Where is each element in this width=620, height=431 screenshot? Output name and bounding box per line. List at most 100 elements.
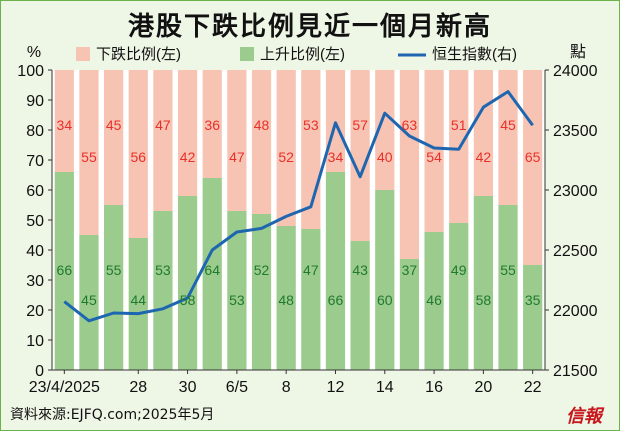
x-tick-label: 16: [425, 379, 443, 396]
bar-down-value-label: 34: [57, 117, 73, 133]
right-tick-label: 23000: [553, 183, 598, 200]
left-tick-label: 10: [26, 333, 44, 350]
bar-down-value-label: 42: [476, 149, 492, 165]
right-tick-label: 22000: [553, 303, 598, 320]
bar-down-value-label: 52: [278, 149, 294, 165]
bar-down: [251, 70, 272, 214]
bar-down-value-label: 54: [426, 149, 442, 165]
left-tick-label: 70: [26, 153, 44, 170]
legend-down-label: 下跌比例(左): [96, 46, 181, 63]
bar-down-value-label: 42: [180, 149, 196, 165]
bar-up-value-label: 60: [377, 292, 393, 308]
left-axis-unit: %: [27, 44, 41, 61]
bar-down: [399, 70, 420, 259]
bar-down: [473, 70, 493, 196]
bar-up: [523, 265, 543, 370]
plot-background: [52, 70, 545, 370]
x-tick-label: 12: [327, 379, 345, 396]
bar-up-value-label: 58: [180, 292, 196, 308]
legend-up-swatch: [240, 47, 254, 61]
right-tick-label: 23500: [553, 123, 598, 140]
bar-down: [153, 70, 173, 211]
chart-title: 港股下跌比例見近一個月新高: [127, 12, 492, 42]
bar-down: [227, 70, 247, 211]
bar-up-value-label: 53: [229, 292, 245, 308]
bar-up-value-label: 55: [106, 262, 122, 278]
legend-up-label: 上升比例(左): [260, 46, 345, 63]
bar-up: [153, 211, 173, 370]
left-tick-label: 30: [26, 273, 44, 290]
right-axis-unit: 點: [570, 43, 586, 61]
bar-up: [449, 223, 469, 370]
bar-down-value-label: 45: [500, 117, 516, 133]
bar-up: [128, 238, 148, 370]
x-tick-label: 22: [524, 379, 542, 396]
left-tick-label: 60: [26, 183, 44, 200]
bar-down-value-label: 65: [525, 149, 541, 165]
bar-up-value-label: 66: [328, 292, 344, 308]
bar-up: [79, 235, 99, 370]
right-tick-label: 24000: [553, 63, 598, 80]
publisher-logo: 信報: [566, 406, 602, 427]
bar-up: [350, 241, 370, 370]
bar-down: [424, 70, 444, 232]
bar-up-value-label: 55: [500, 262, 516, 278]
bar-down: [79, 70, 99, 235]
bar-down-value-label: 47: [155, 117, 171, 133]
bar-down-value-label: 55: [81, 149, 97, 165]
bar-down: [54, 70, 74, 172]
left-tick-label: 80: [26, 123, 44, 140]
bar-up-value-label: 58: [476, 292, 492, 308]
bar-down-value-label: 36: [204, 117, 220, 133]
bar-up: [202, 178, 222, 370]
bar-up: [325, 172, 346, 370]
x-tick-label: 20: [474, 379, 492, 396]
bar-up-value-label: 35: [525, 292, 541, 308]
bar-up-value-label: 49: [451, 262, 467, 278]
bar-up: [473, 196, 493, 370]
source-note: 資料來源:EJFQ.com;2025年5月: [10, 407, 215, 423]
bar-down-value-label: 57: [352, 117, 368, 133]
bar-down: [128, 70, 148, 238]
bar-up-value-label: 37: [402, 262, 418, 278]
x-tick-label: 14: [376, 379, 394, 396]
bar-down: [498, 70, 518, 205]
bar-down: [177, 70, 198, 196]
x-tick-label: 28: [129, 379, 147, 396]
bar-down-value-label: 51: [451, 117, 467, 133]
bar-down: [104, 70, 124, 205]
left-tick-label: 100: [17, 63, 44, 80]
bar-up-value-label: 52: [254, 262, 270, 278]
left-tick-label: 20: [26, 303, 44, 320]
right-tick-label: 22500: [553, 243, 598, 260]
x-tick-label: 30: [179, 379, 197, 396]
bar-down: [276, 70, 296, 226]
legend-down-swatch: [76, 47, 90, 61]
x-tick-label: 6/5: [226, 379, 248, 396]
bar-up-value-label: 64: [204, 262, 220, 278]
bar-up-value-label: 53: [155, 262, 171, 278]
bar-up-value-label: 48: [278, 292, 294, 308]
bar-up: [54, 172, 74, 370]
bar-up: [424, 232, 444, 370]
legend-index-label: 恒生指數(右): [432, 46, 517, 63]
bar-up-value-label: 43: [352, 262, 368, 278]
bar-up: [104, 205, 124, 370]
bar-down-value-label: 63: [402, 117, 418, 133]
bar-down: [375, 70, 395, 190]
x-tick-label: 23/4/2025: [29, 379, 100, 396]
bar-up: [375, 190, 395, 370]
bar-down-value-label: 45: [106, 117, 122, 133]
left-tick-label: 50: [26, 213, 44, 230]
bar-down: [202, 70, 222, 178]
bar-up-value-label: 47: [303, 262, 319, 278]
bar-up: [498, 205, 518, 370]
bar-down-value-label: 56: [130, 149, 146, 165]
bar-up-value-label: 66: [57, 262, 73, 278]
legend: 下跌比例(左) 上升比例(左) 恒生指數(右): [76, 46, 517, 63]
bar-down-value-label: 34: [328, 149, 344, 165]
hsi-line: [63, 90, 534, 323]
bar-up: [227, 211, 247, 370]
bar-down-value-label: 48: [254, 117, 270, 133]
